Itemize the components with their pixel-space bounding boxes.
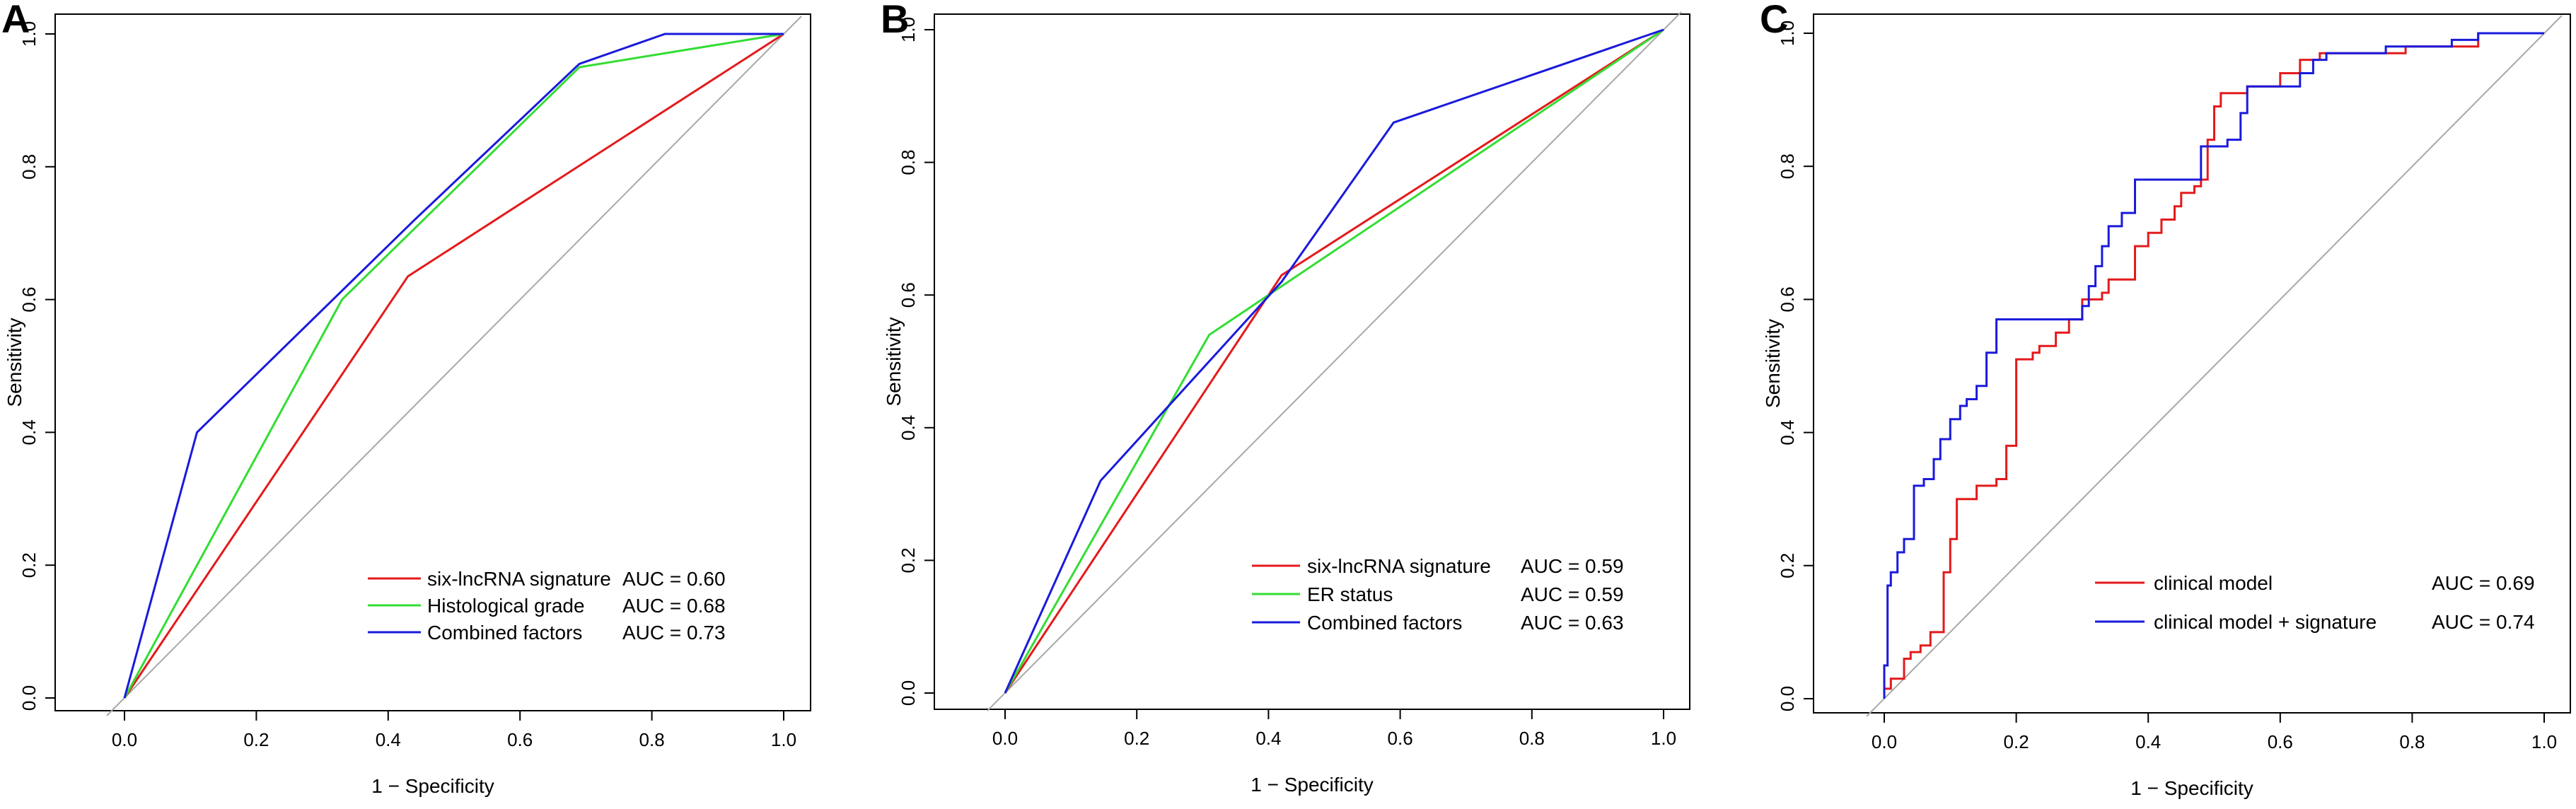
legend: six-lncRNA signature AUC = 0.60 Histologic… (368, 568, 726, 644)
y-tick-label: 0.0 (18, 685, 40, 711)
y-tick-label: 1.0 (18, 21, 40, 47)
y-tick-label: 0.4 (898, 415, 919, 441)
legend: clinical model AUC = 0.69 clinical model +… (2095, 572, 2535, 633)
x-axis-label: 1 − Specificity (371, 775, 494, 797)
y-tick-label: 0.2 (898, 547, 919, 573)
plot-frame (54, 13, 811, 711)
x-tick-label: 0.2 (1124, 728, 1149, 749)
y-tick-label: 0.6 (18, 287, 40, 313)
roc-panel-c: 0.0 0.2 0.4 0.6 0.8 1.0 0.0 0.2 0.4 0.6 0.8 1.0 1 − … (1762, 13, 2571, 799)
legend-auc: AUC = 0.69 (2432, 572, 2535, 594)
y-tick-label: 0.4 (18, 419, 40, 445)
legend-auc: AUC = 0.59 (1521, 583, 1624, 605)
roc-curve-clinical-model-signature (1883, 32, 2544, 699)
legend-auc: AUC = 0.60 (622, 568, 726, 590)
legend-auc: AUC = 0.59 (1521, 555, 1624, 577)
y-tick-label: 0.6 (1777, 286, 1798, 312)
x-tick-label: 0.4 (376, 729, 401, 750)
legend-label: six-lncRNA signature (1307, 555, 1491, 577)
legend-auc: AUC = 0.68 (622, 595, 726, 617)
y-tick-label: 0.8 (898, 150, 919, 175)
legend-label: ER status (1307, 583, 1393, 605)
y-tick-label: 0.0 (1777, 686, 1798, 711)
x-axis-label: 1 − Specificity (2130, 777, 2253, 799)
x-tick-label: 1.0 (771, 729, 796, 750)
panel-letter-a: A (1, 0, 30, 41)
x-tick-label: 0.0 (112, 729, 137, 750)
x-tick-label: 1.0 (1651, 728, 1676, 749)
roc-panel-b: 0.0 0.2 0.4 0.6 0.8 1.0 0.0 0.2 0.4 0.6 0.8 1.0 1 − … (883, 11, 1690, 796)
y-tick-label: 0.4 (1777, 420, 1798, 446)
legend: six-lncRNA signature AUC = 0.59 ER status A… (1252, 555, 1624, 634)
roc-curve-er-status (1004, 28, 1664, 694)
roc-panel-a: 0.0 0.2 0.4 0.6 0.8 1.0 0.0 0.2 0.4 0.6 0.8 1.0 1 − … (4, 13, 811, 797)
legend-label: Combined factors (1307, 612, 1462, 634)
roc-curve-histological-grade (123, 33, 784, 699)
x-tick-label: 0.8 (2399, 731, 2425, 752)
x-tick-label: 0.8 (639, 729, 665, 750)
x-tick-label: 0.6 (1388, 728, 1413, 749)
y-axis-label: Sensitivity (1762, 319, 1784, 408)
x-tick-label: 1.0 (2531, 731, 2557, 752)
reference-diagonal (106, 16, 802, 716)
y-tick-label: 1.0 (898, 17, 919, 42)
roc-curve-clinical-model (1883, 32, 2544, 699)
roc-curve-combined-factors (1004, 28, 1664, 694)
x-tick-label: 0.6 (507, 729, 533, 750)
y-tick-label: 0.6 (898, 282, 919, 308)
panel-letter-b: B (881, 0, 909, 41)
x-tick-label: 0.2 (2004, 731, 2029, 752)
x-tick-label: 0.0 (1872, 731, 1897, 752)
x-tick-label: 0.4 (2135, 731, 2161, 752)
y-axis-label: Sensitivity (4, 318, 25, 407)
legend-label: clinical model (2154, 572, 2273, 594)
legend-label: Histological grade (427, 595, 585, 617)
reference-diagonal (1866, 15, 2563, 717)
x-tick-label: 0.4 (1255, 728, 1281, 749)
reference-diagonal (987, 11, 1682, 711)
x-tick-label: 0.2 (243, 729, 269, 750)
roc-curve-six-lncrna-signature (1004, 28, 1664, 694)
y-axis-label: Sensitivity (883, 317, 905, 406)
legend-label: six-lncRNA signature (427, 568, 611, 590)
x-tick-label: 0.6 (2268, 731, 2293, 752)
y-tick-label: 0.8 (18, 154, 40, 180)
plot-frame (934, 13, 1690, 710)
y-tick-label: 0.2 (18, 552, 40, 578)
legend-label: clinical model + signature (2154, 611, 2377, 633)
panel-letter-c: C (1760, 0, 1788, 41)
y-tick-label: 0.2 (1777, 553, 1798, 578)
y-tick-label: 1.0 (1777, 21, 1798, 46)
x-tick-label: 0.8 (1519, 728, 1545, 749)
x-tick-label: 0.0 (992, 728, 1018, 749)
plot-frame (1813, 13, 2571, 714)
legend-auc: AUC = 0.74 (2432, 611, 2535, 633)
roc-curve-six-lncrna-signature (123, 33, 784, 699)
legend-label: Combined factors (427, 622, 582, 644)
legend-auc: AUC = 0.73 (622, 622, 726, 644)
roc-curve-combined-factors (123, 33, 784, 699)
x-axis-label: 1 − Specificity (1251, 774, 1374, 796)
y-tick-label: 0.8 (1777, 153, 1798, 179)
legend-auc: AUC = 0.63 (1521, 612, 1624, 634)
y-tick-label: 0.0 (898, 680, 919, 706)
